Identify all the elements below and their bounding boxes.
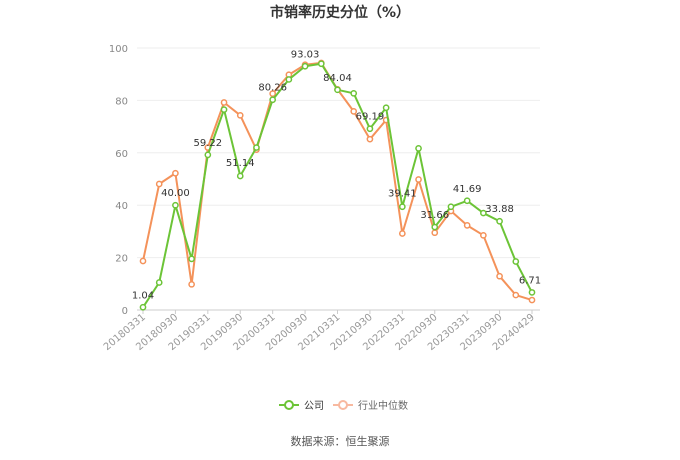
source-text: 数据来源：恒生聚源 [291,434,390,448]
data-point[interactable] [366,125,374,133]
series-line [142,61,533,301]
data-point[interactable] [139,257,147,265]
data-label: 31.66 [420,210,449,221]
data-label: 39.41 [388,189,417,200]
data-point[interactable] [188,280,195,288]
legend-label-company: 公司 [304,401,324,412]
data-point[interactable] [155,180,163,188]
y-tick-label: 100 [109,44,128,55]
y-tick-label: 0 [122,306,128,317]
data-point[interactable] [431,223,439,231]
data-point[interactable] [415,176,422,183]
data-label: 40.00 [161,188,190,199]
data-label: 84.04 [323,73,352,84]
data-point[interactable] [382,104,390,112]
data-point[interactable] [528,296,536,304]
data-point[interactable] [155,279,163,286]
y-axis-ticks: 0 20 40 60 80 100 [109,44,128,317]
data-point[interactable] [334,86,341,94]
data-point[interactable] [172,169,179,177]
data-point[interactable] [463,197,471,205]
data-point[interactable] [269,90,277,97]
data-point[interactable] [220,99,228,106]
data-point[interactable] [398,230,406,237]
y-tick-label: 80 [115,96,128,107]
data-point[interactable] [188,255,195,263]
data-point[interactable] [431,229,439,237]
legend: 公司 行业中位数 [279,399,408,412]
data-point[interactable] [350,108,358,115]
data-point[interactable] [301,62,309,70]
data-label: 1.04 [132,290,154,301]
data-point[interactable] [317,60,325,68]
data-point[interactable] [398,203,406,211]
data-point[interactable] [480,231,487,239]
series-layer [139,59,536,311]
data-point[interactable] [528,289,536,296]
data-point[interactable] [480,209,487,217]
data-point[interactable] [496,217,503,225]
series-industry-median [139,59,536,304]
data-label: 80.26 [258,83,287,94]
data-point[interactable] [350,89,358,97]
data-point[interactable] [463,222,471,229]
data-label: 41.69 [453,184,482,195]
data-point[interactable] [172,201,179,209]
data-point[interactable] [220,106,228,113]
data-point[interactable] [269,96,277,104]
x-axis-ticks: 2018033120180930201903312019093020200331… [102,310,537,353]
data-label: 59.22 [194,138,223,149]
data-point[interactable] [236,172,244,180]
legend-marker-industry-median [338,400,348,410]
data-label: 69.19 [356,112,385,123]
legend-item-company[interactable]: 公司 [279,400,324,412]
legend-label-industry-median: 行业中位数 [358,399,408,412]
data-point[interactable] [366,135,374,143]
legend-marker-company [284,400,294,410]
data-point[interactable] [415,144,422,152]
data-point[interactable] [447,203,455,211]
data-label: 6.71 [519,275,541,286]
series-company [139,60,536,311]
legend-item-industry-median[interactable]: 行业中位数 [333,399,408,412]
y-tick-label: 40 [115,201,128,212]
data-label: 51.14 [226,158,255,169]
data-point[interactable] [204,151,212,159]
data-label: 93.03 [291,49,320,60]
data-label: 33.88 [485,204,514,215]
chart-title: 市销率历史分位（%） [270,4,410,21]
data-point[interactable] [512,291,520,299]
data-point[interactable] [285,76,293,83]
data-point[interactable] [253,144,260,151]
data-point[interactable] [236,111,244,119]
data-point[interactable] [512,258,520,265]
data-point[interactable] [496,272,503,280]
y-tick-label: 20 [115,254,128,265]
data-point[interactable] [139,303,147,311]
y-tick-label: 60 [115,149,128,160]
